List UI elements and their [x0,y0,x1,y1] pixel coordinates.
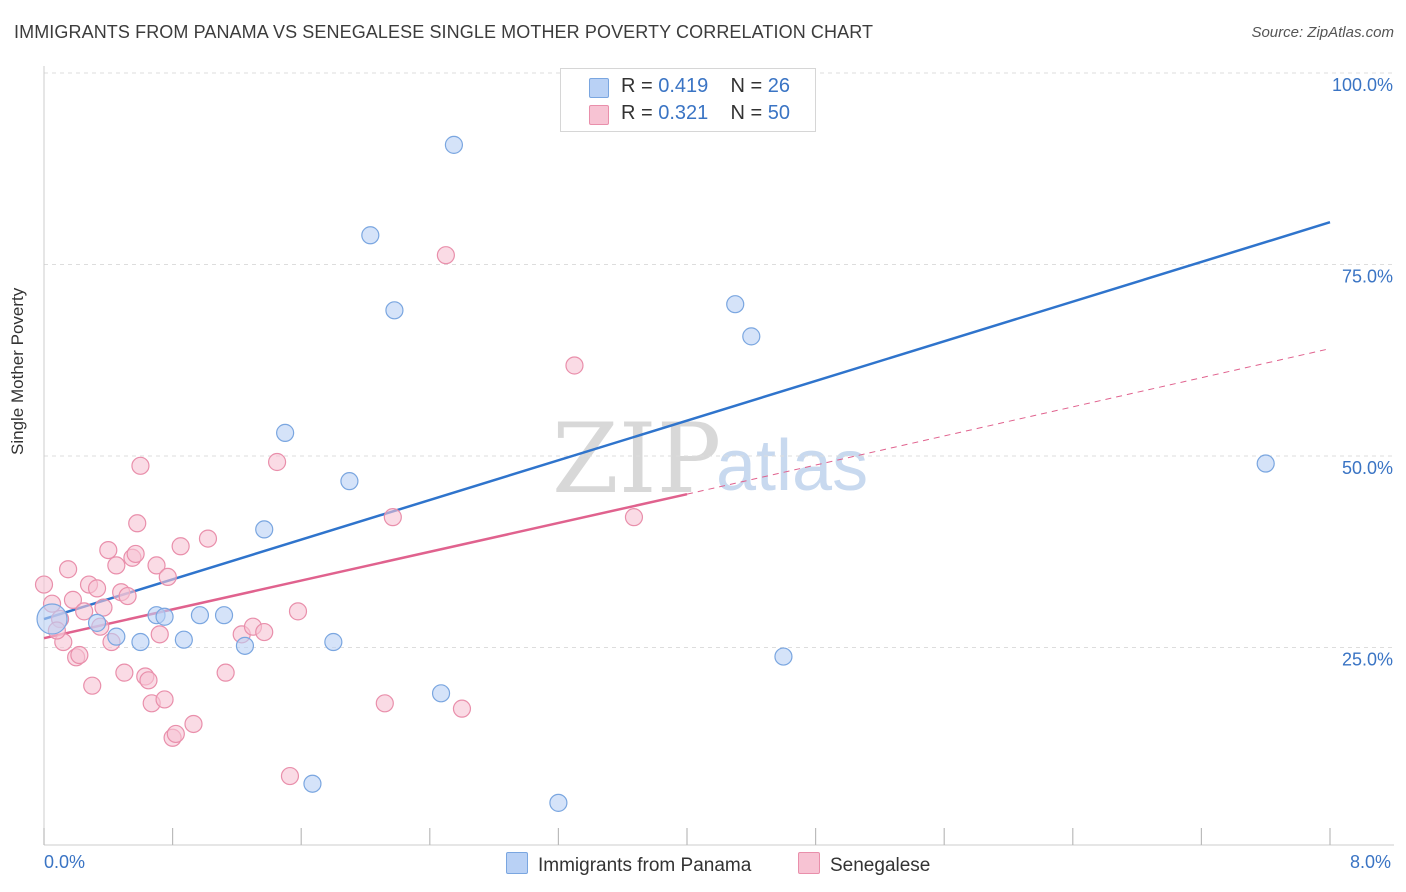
x-tick-max: 8.0% [1350,852,1392,872]
panama-point [774,647,793,666]
panama-swatch [589,78,609,98]
panama-point [36,603,68,635]
panama-point [190,606,210,625]
senegalese-point [288,602,308,621]
y-tick-labels: 25.0% 50.0% 75.0% 100.0% [1332,75,1393,670]
axes [43,66,1394,846]
legend-label-panama: Immigrants from Panama [538,855,752,876]
panama-point [255,520,274,539]
senegalese-point [375,694,394,713]
senegalese-point [131,456,150,475]
n-value: 50 [767,102,791,124]
senegalese-point [128,514,147,533]
senegalese-point [126,544,145,564]
panama-point [87,613,107,632]
senegalese-point [267,452,287,472]
watermark-atlas: atlas [716,426,868,506]
r-label: R = [621,102,653,124]
panama-point [444,135,464,154]
senegalese-point [107,556,126,575]
panama-point [214,606,234,625]
senegalese-point [198,529,218,548]
panama-point [726,295,745,314]
senegalese-point [87,579,107,598]
senegalese-point [99,540,118,560]
watermark: ZIP atlas [552,403,868,515]
y-tick-label: 25.0% [1342,650,1393,670]
r-label: R = [621,75,653,97]
senegalese-point [436,246,455,265]
senegalese-point [70,645,89,665]
senegalese-legend-swatch [798,852,820,874]
y-tick-label: 50.0% [1342,458,1393,478]
legend-label-senegalese: Senegalese [830,855,931,876]
senegalese-point [184,714,203,734]
senegalese-point [59,560,78,579]
panama-point [1256,454,1275,473]
senegalese-point [115,663,134,682]
senegalese-point [280,766,300,786]
senegalese-point [383,508,402,527]
senegalese-point [147,556,166,575]
panama-point [155,607,174,626]
legend-item-senegalese: Senegalese [798,852,930,877]
gridlines [44,72,1394,648]
senegalese-point [118,586,137,606]
senegalese-point [155,690,174,709]
n-label: N = [730,102,763,124]
n-value: 26 [767,75,791,97]
senegalese-point [94,598,113,617]
senegalese-point [216,663,235,682]
panama-point [174,630,193,649]
n-label: N = [730,75,763,97]
r-value: 0.419 [658,75,709,97]
senegalese-swatch [589,105,609,125]
panama-point [385,301,404,320]
source-label: Source: ZipAtlas.com [1251,24,1394,41]
senegalese-point [139,671,158,690]
panama-point [107,627,126,646]
senegalese-point [452,699,472,718]
data-points [34,69,1275,812]
panama-legend-swatch [506,852,528,874]
senegalese-point [171,537,190,556]
panama-point [324,632,343,652]
trend-line-panama [43,221,1331,621]
y-axis-label: Single Mother Poverty [8,287,27,455]
panama-point [742,327,761,346]
panama-point [549,793,568,812]
senegalese-point [83,676,102,695]
panama-point [235,636,255,655]
stats-legend: R = 0.419 N = 26 R = 0.321 N = 50 [560,68,816,132]
panama-point [340,472,359,491]
panama-point [131,632,150,652]
senegalese-point [150,625,169,644]
senegalese-point [166,724,185,744]
panama-point [276,423,295,442]
x-tick-min: 0.0% [44,852,86,872]
y-tick-label: 100.0% [1332,75,1393,95]
panama-point [303,774,322,793]
senegalese-point [255,622,274,642]
senegalese-point [158,567,177,587]
legend-item-panama: Immigrants from Panama [506,852,751,877]
r-value: 0.321 [658,102,709,124]
senegalese-point [34,575,54,594]
senegalese-point [624,508,644,527]
panama-point [431,684,451,703]
senegalese-point [565,356,584,375]
chart-title: IMMIGRANTS FROM PANAMA VS SENEGALESE SIN… [14,22,874,42]
watermark-zip: ZIP [552,403,721,515]
panama-point [361,226,380,245]
y-tick-label: 75.0% [1342,267,1393,287]
senegalese-point [63,590,83,609]
senegalese-point [75,602,94,621]
